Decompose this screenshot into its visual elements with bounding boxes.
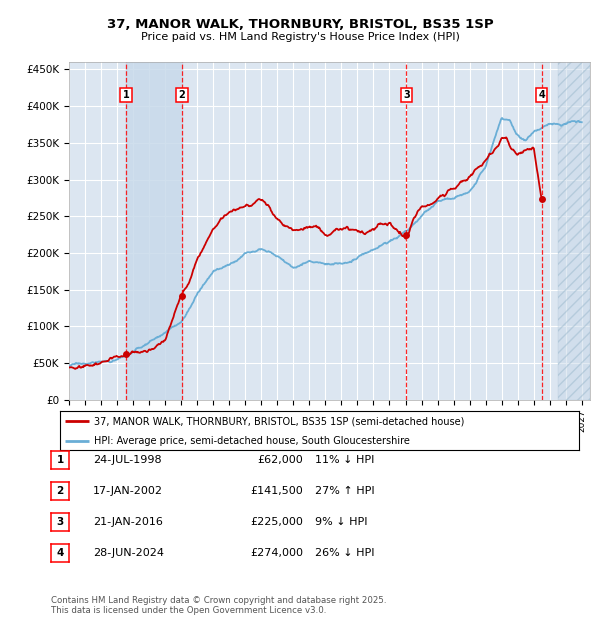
Text: 4: 4 (56, 548, 64, 558)
Text: 28-JUN-2024: 28-JUN-2024 (93, 548, 164, 558)
Text: £274,000: £274,000 (250, 548, 303, 558)
Text: 3: 3 (403, 90, 410, 100)
Text: 4: 4 (538, 90, 545, 100)
Bar (126, 62, 182, 400)
Text: 3: 3 (56, 517, 64, 527)
Text: HPI: Average price, semi-detached house, South Gloucestershire: HPI: Average price, semi-detached house,… (94, 436, 410, 446)
Text: 26% ↓ HPI: 26% ↓ HPI (315, 548, 374, 558)
Text: 24-JUL-1998: 24-JUL-1998 (93, 455, 161, 465)
Text: 2: 2 (56, 486, 64, 496)
Text: 9% ↓ HPI: 9% ↓ HPI (315, 517, 367, 527)
Text: 1: 1 (56, 455, 64, 465)
Text: 27% ↑ HPI: 27% ↑ HPI (315, 486, 374, 496)
Text: 21-JAN-2016: 21-JAN-2016 (93, 517, 163, 527)
Text: Contains HM Land Registry data © Crown copyright and database right 2025.: Contains HM Land Registry data © Crown c… (51, 596, 386, 605)
Text: 11% ↓ HPI: 11% ↓ HPI (315, 455, 374, 465)
Text: £225,000: £225,000 (250, 517, 303, 527)
Text: 37, MANOR WALK, THORNBURY, BRISTOL, BS35 1SP (semi-detached house): 37, MANOR WALK, THORNBURY, BRISTOL, BS35… (94, 417, 464, 427)
Text: Price paid vs. HM Land Registry's House Price Index (HPI): Price paid vs. HM Land Registry's House … (140, 32, 460, 42)
Text: £62,000: £62,000 (257, 455, 303, 465)
Text: 2: 2 (178, 90, 185, 100)
Text: 37, MANOR WALK, THORNBURY, BRISTOL, BS35 1SP: 37, MANOR WALK, THORNBURY, BRISTOL, BS35… (107, 19, 493, 31)
Text: £141,500: £141,500 (250, 486, 303, 496)
Text: This data is licensed under the Open Government Licence v3.0.: This data is licensed under the Open Gov… (51, 606, 326, 615)
Text: 17-JAN-2002: 17-JAN-2002 (93, 486, 163, 496)
Text: 1: 1 (122, 90, 130, 100)
